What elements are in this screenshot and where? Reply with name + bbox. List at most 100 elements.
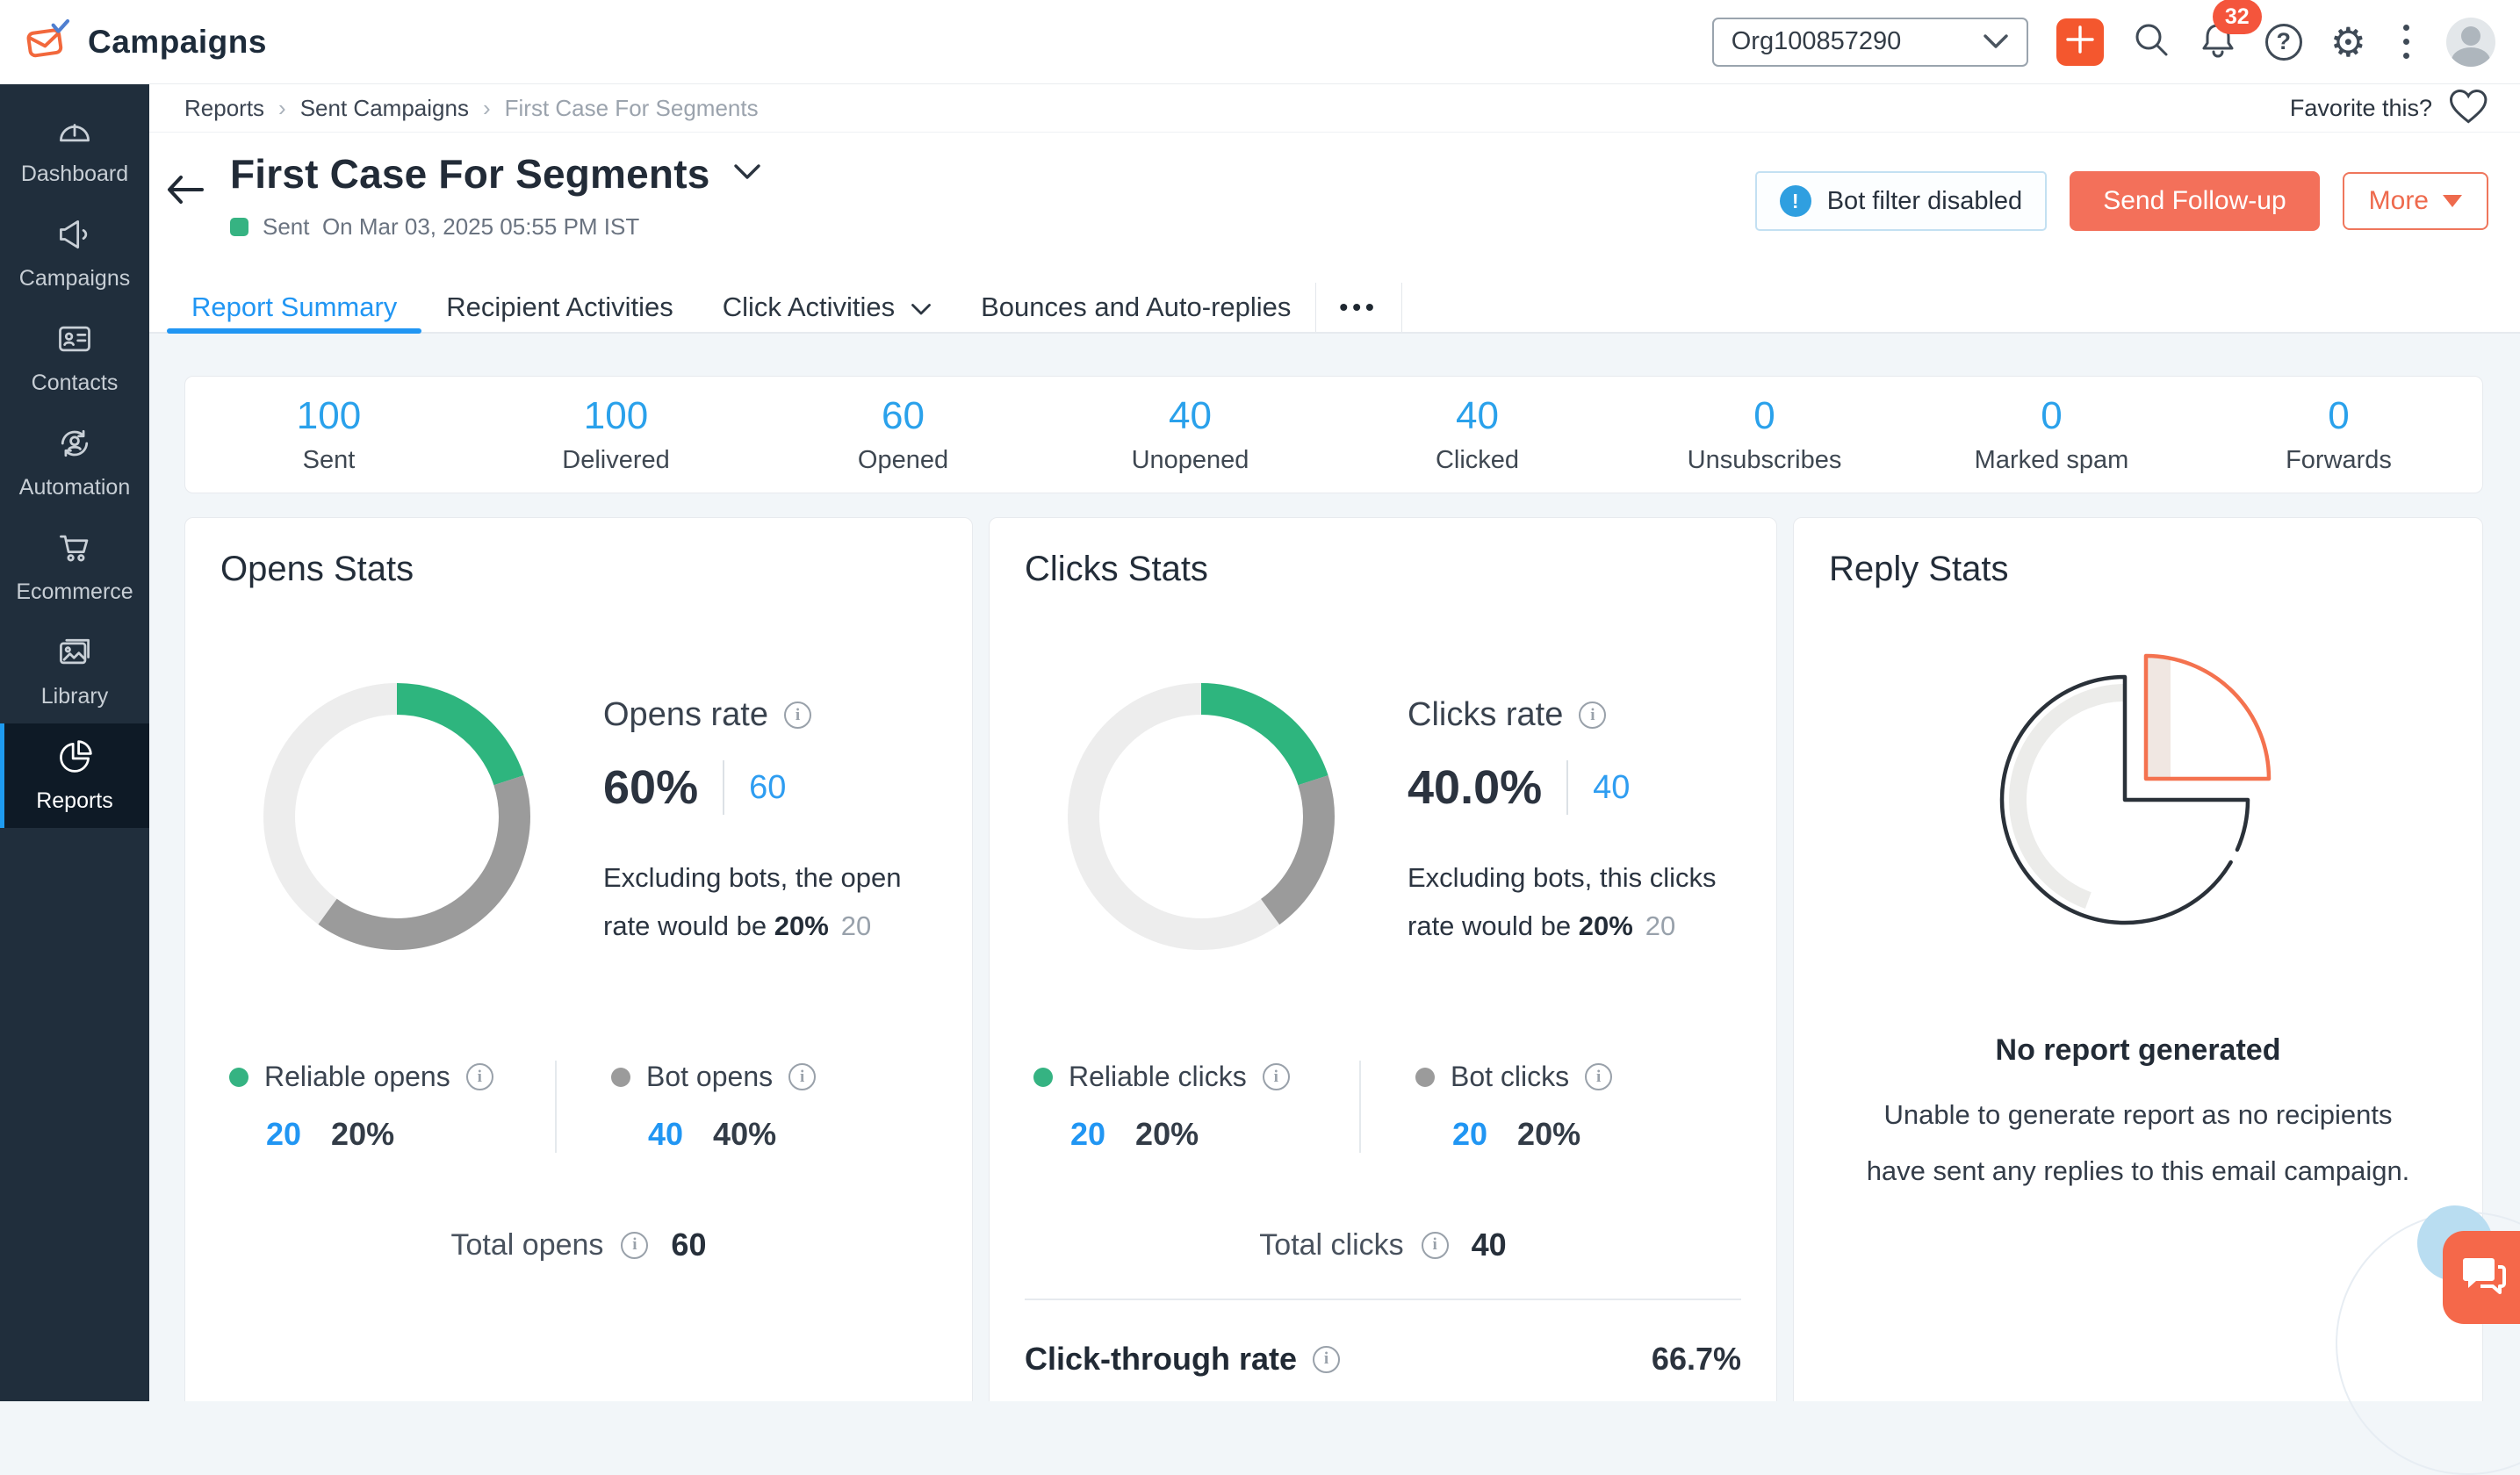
opens-rate-label: Opens rate [603, 696, 768, 734]
stat-label: Sent [185, 446, 472, 475]
info-alert-icon: ! [1780, 185, 1811, 217]
top-bar: Campaigns Org100857290 3 [0, 0, 2520, 84]
info-icon[interactable]: i [784, 702, 811, 729]
tab-overflow-ellipsis[interactable]: ••• [1315, 283, 1401, 332]
legend-percent: 20% [1135, 1116, 1199, 1153]
info-icon[interactable]: i [1313, 1346, 1340, 1373]
tab-report-summary[interactable]: Report Summary [167, 283, 421, 332]
sidebar-item-label: Campaigns [19, 266, 130, 291]
info-icon[interactable]: i [621, 1232, 648, 1259]
back-button[interactable] [165, 173, 205, 206]
notifications-button[interactable]: 32 [2199, 18, 2237, 65]
sidebar-item-reports[interactable]: Reports [0, 723, 149, 828]
stat-opened[interactable]: 60Opened [760, 394, 1047, 475]
chevron-down-icon [1983, 27, 2009, 56]
breadcrumb: Reports › Sent Campaigns › First Case Fo… [149, 84, 2520, 133]
legend-percent: 20% [1517, 1116, 1580, 1153]
app-title: Campaigns [88, 24, 267, 61]
divider [723, 760, 724, 815]
legend-count[interactable]: 20 [266, 1116, 301, 1153]
legend-reliable-clicks: Reliable clicks i 20 20% [1025, 1061, 1359, 1153]
total-clicks-label: Total clicks [1259, 1228, 1403, 1263]
stat-marked-spam[interactable]: 0Marked spam [1908, 394, 2195, 475]
stat-delivered[interactable]: 100Delivered [472, 394, 760, 475]
stat-value: 40 [1334, 394, 1621, 438]
chat-launcher-button[interactable] [2443, 1231, 2520, 1324]
stat-clicked[interactable]: 40Clicked [1334, 394, 1621, 475]
title-chevron-down-icon[interactable] [733, 163, 761, 185]
tab-recipient-activities[interactable]: Recipient Activities [421, 283, 697, 332]
stat-label: Unsubscribes [1621, 446, 1908, 475]
divider [1566, 760, 1568, 815]
total-clicks-value: 40 [1472, 1227, 1507, 1263]
tab-click-activities[interactable]: Click Activities [698, 283, 956, 332]
info-icon[interactable]: i [1585, 1063, 1612, 1090]
app-logo[interactable]: Campaigns [25, 15, 267, 68]
heart-icon[interactable] [2448, 88, 2488, 129]
sidebar-item-dashboard[interactable]: Dashboard [0, 97, 149, 201]
clicks-count[interactable]: 40 [1593, 769, 1630, 807]
help-button[interactable]: ? [2265, 24, 2302, 61]
stat-label: Unopened [1047, 446, 1334, 475]
megaphone-icon [55, 215, 94, 258]
create-new-button[interactable] [2056, 18, 2104, 66]
info-icon[interactable]: i [1263, 1063, 1290, 1090]
main-content: Reports › Sent Campaigns › First Case Fo… [149, 84, 2520, 1401]
total-opens-row: Total opens i 60 [220, 1227, 937, 1263]
stat-label: Delivered [472, 446, 760, 475]
stat-forwards[interactable]: 0Forwards [2195, 394, 2482, 475]
breadcrumb-reports[interactable]: Reports [184, 95, 264, 122]
bot-filter-disabled-chip[interactable]: ! Bot filter disabled [1755, 171, 2047, 231]
info-icon[interactable]: i [466, 1063, 493, 1090]
gear-icon: ⚙ [2330, 22, 2366, 62]
stat-value: 100 [185, 394, 472, 438]
sidebar-item-ecommerce[interactable]: Ecommerce [0, 514, 149, 619]
sidebar-nav: Dashboard Campaigns Contacts Automation [0, 84, 149, 1401]
sidebar-item-contacts[interactable]: Contacts [0, 306, 149, 410]
legend-count[interactable]: 40 [648, 1116, 683, 1153]
reply-card-title: Reply Stats [1829, 550, 2447, 589]
more-button[interactable]: More [2343, 172, 2488, 230]
legend-percent: 20% [331, 1116, 394, 1153]
legend-label: Bot clicks [1451, 1061, 1569, 1093]
green-legend-dot [1033, 1068, 1053, 1087]
more-menu-button[interactable] [2394, 19, 2418, 64]
sidebar-item-library[interactable]: Library [0, 619, 149, 723]
sidebar-item-label: Ecommerce [16, 579, 133, 605]
legend-count[interactable]: 20 [1070, 1116, 1105, 1153]
stat-unsubscribes[interactable]: 0Unsubscribes [1621, 394, 1908, 475]
breadcrumb-sent-campaigns[interactable]: Sent Campaigns [300, 95, 469, 122]
no-report-pie-illustration [1980, 633, 2296, 940]
opens-stats-card: Opens Stats Opens rate i [184, 517, 973, 1401]
org-selector[interactable]: Org100857290 [1712, 18, 2028, 67]
info-icon[interactable]: i [788, 1063, 816, 1090]
stat-value: 40 [1047, 394, 1334, 438]
settings-button[interactable]: ⚙ [2330, 22, 2366, 62]
user-avatar[interactable] [2446, 18, 2495, 67]
tab-bounces-auto-replies[interactable]: Bounces and Auto-replies [956, 283, 1315, 332]
total-clicks-row: Total clicks i 40 [1025, 1227, 1741, 1263]
send-followup-button[interactable]: Send Follow-up [2070, 171, 2319, 231]
info-icon[interactable]: i [1422, 1232, 1449, 1259]
sidebar-item-campaigns[interactable]: Campaigns [0, 201, 149, 306]
legend-reliable-opens: Reliable opens i 20 20% [220, 1061, 555, 1153]
stat-value: 0 [2195, 394, 2482, 438]
legend-bot-opens: Bot opens i 40 40% [555, 1061, 937, 1153]
total-opens-label: Total opens [451, 1228, 604, 1263]
stat-unopened[interactable]: 40 Unopened [1047, 394, 1334, 475]
opens-count[interactable]: 60 [749, 769, 786, 807]
sidebar-item-label: Contacts [32, 371, 119, 396]
opens-donut-chart [261, 680, 533, 957]
opens-rate-value: 60% [603, 760, 698, 815]
favorite-control[interactable]: Favorite this? [2290, 88, 2520, 129]
search-button[interactable] [2132, 20, 2171, 63]
ctr-label: Click-through rate [1025, 1341, 1297, 1378]
stat-sent[interactable]: 100 Sent [185, 394, 472, 475]
cart-icon [55, 529, 94, 572]
legend-count[interactable]: 20 [1452, 1116, 1487, 1153]
info-icon[interactable]: i [1579, 702, 1606, 729]
sidebar-item-automation[interactable]: Automation [0, 410, 149, 514]
notification-badge: 32 [2213, 0, 2262, 34]
clicks-rate-label: Clicks rate [1408, 696, 1563, 734]
note-count: 20 [1645, 910, 1675, 941]
